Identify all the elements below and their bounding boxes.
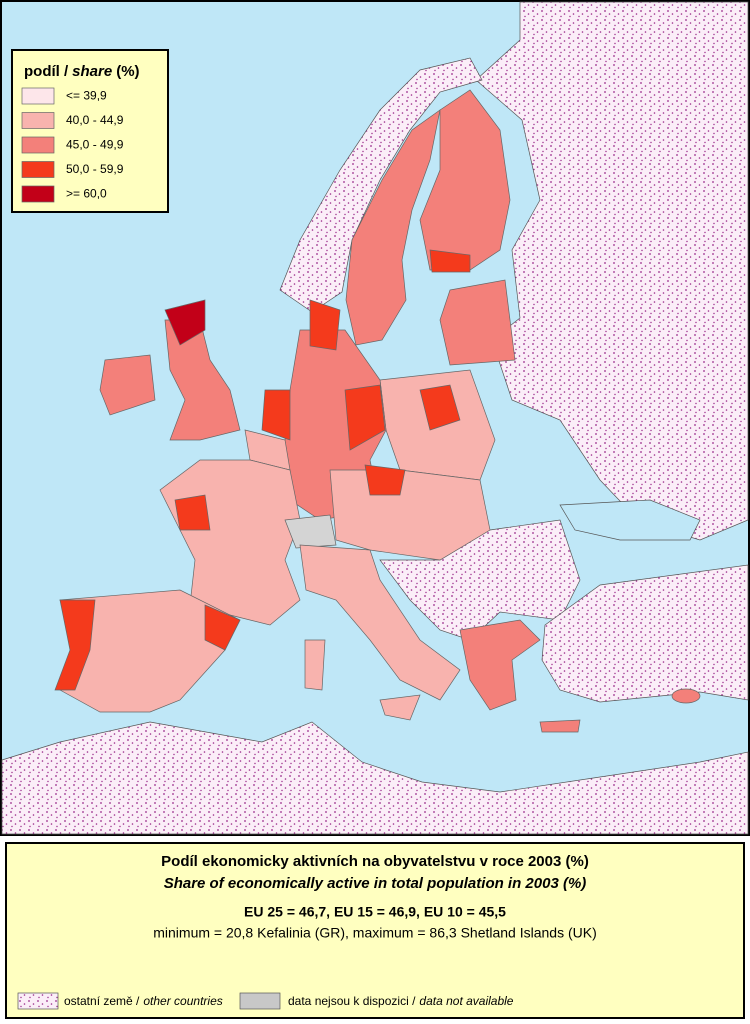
catalonia	[204, 604, 241, 651]
legend-swatch	[21, 87, 55, 105]
sweden	[345, 109, 441, 346]
legend-swatch	[21, 136, 55, 154]
sicily	[379, 694, 421, 721]
not-available-swatch	[239, 992, 281, 1010]
netherlands	[261, 389, 291, 441]
baltics	[439, 279, 516, 366]
germany-east	[344, 384, 386, 451]
regions	[54, 89, 701, 733]
legend-title-unit: (%)	[116, 63, 139, 80]
other-countries-cs: ostatní země /	[64, 994, 140, 1008]
legend-label: >= 60,0	[66, 187, 107, 201]
not-available-cs: data nejsou k dispozici /	[288, 994, 416, 1008]
legend-label: <= 39,9	[66, 89, 107, 103]
sardinia	[304, 639, 326, 691]
legend-box	[11, 49, 169, 213]
legend-title: podíl / share (%)	[24, 63, 140, 80]
turkey	[541, 564, 749, 703]
caption-box	[5, 842, 745, 1019]
other-countries	[1, 1, 749, 835]
legend-title-cs: podíl /	[24, 63, 69, 80]
cyprus	[671, 688, 701, 704]
denmark	[309, 299, 341, 351]
legend-title-en: share	[72, 63, 112, 80]
not-available-en: data not available	[419, 994, 513, 1008]
ireland	[99, 354, 156, 416]
finland	[419, 89, 511, 271]
norway	[279, 57, 483, 313]
other-countries-swatch	[17, 992, 59, 1010]
france-west	[174, 494, 211, 531]
crete	[539, 719, 581, 733]
caption-title-en: Share of economically active in total po…	[164, 875, 587, 892]
legend-label: 50,0 - 59,9	[66, 162, 124, 176]
other-countries-label: ostatní země / other countries	[64, 994, 223, 1008]
caption-extremes: minimum = 20,8 Kefalinia (GR), maximum =…	[153, 925, 597, 941]
legend: podíl / share (%) <= 39,9 40,0 - 44,9 45,0 -…	[11, 49, 169, 213]
great-britain	[164, 319, 241, 441]
legend-label: 40,0 - 44,9	[66, 113, 124, 127]
legend-swatch	[21, 161, 55, 178]
scotland-north	[164, 299, 206, 346]
not-available-label: data nejsou k dispozici / data not availa…	[288, 994, 514, 1008]
legend-swatch	[21, 112, 55, 129]
czech-region	[364, 464, 406, 496]
italy	[299, 544, 461, 701]
legend-items: <= 39,9 40,0 - 44,9 45,0 - 49,9 50,0 - 59,9…	[21, 87, 124, 203]
black-sea	[559, 499, 701, 541]
eastern-europe	[475, 1, 749, 541]
poland-centre	[419, 384, 461, 431]
switzerland	[284, 514, 337, 549]
finland-south	[429, 249, 471, 273]
caption-averages: EU 25 = 46,7, EU 15 = 46,9, EU 10 = 45,5	[244, 904, 506, 920]
greece	[459, 619, 541, 711]
legend-label: 45,0 - 49,9	[66, 138, 124, 152]
caption: Podíl ekonomicky aktivních na obyvatelst…	[5, 842, 745, 1019]
north-africa	[1, 721, 749, 835]
portugal	[54, 599, 96, 691]
other-countries-en: other countries	[143, 994, 222, 1008]
legend-swatch	[21, 185, 55, 203]
caption-title-cs: Podíl ekonomicky aktivních na obyvatelst…	[161, 853, 589, 870]
